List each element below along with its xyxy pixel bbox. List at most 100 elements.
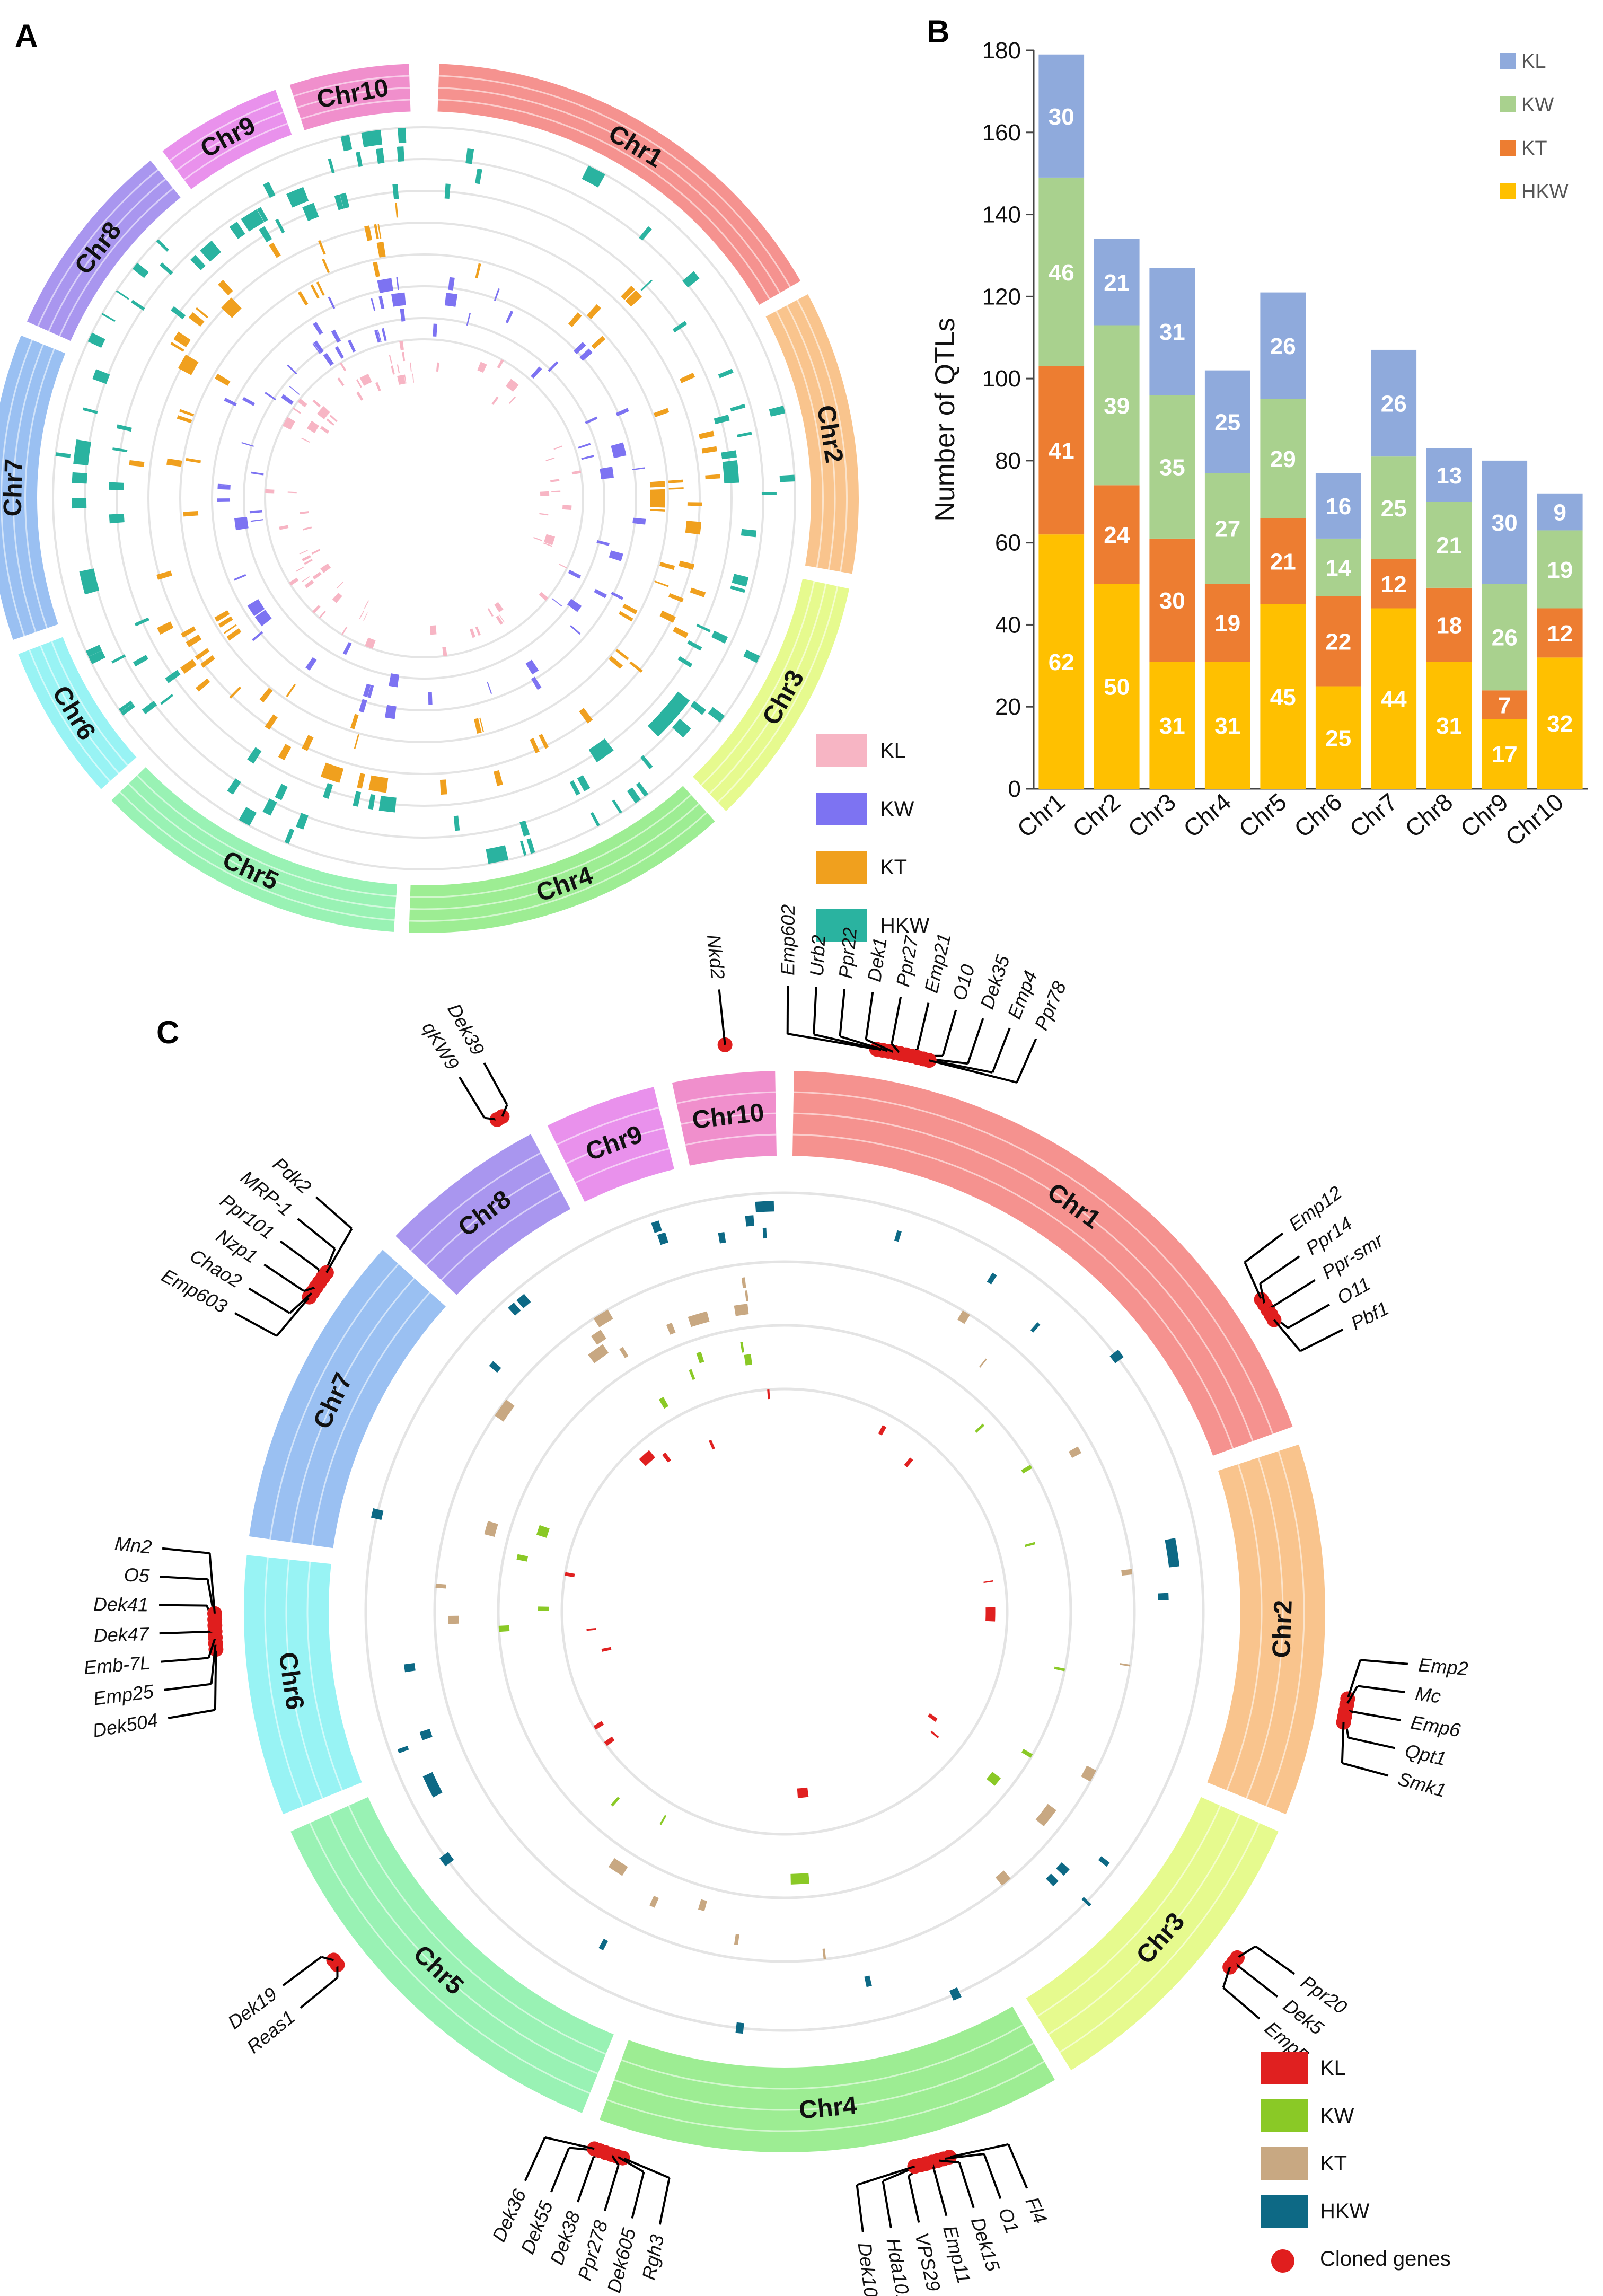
qtl-mark-kl — [399, 340, 404, 350]
gene-leader-line — [325, 1228, 353, 1273]
gene-leader-line — [1353, 1711, 1401, 1721]
qtl-mark-kt — [494, 770, 503, 786]
chr-band-line — [796, 299, 848, 572]
bar-kw-chr3 — [1149, 395, 1195, 539]
qtl-mark-kl — [410, 362, 412, 372]
qtl-mark-hkw — [598, 1939, 609, 1951]
qtl-mark-hkw — [328, 158, 335, 174]
qtl-mark-kw — [374, 330, 381, 343]
qtl-mark-hkw — [88, 650, 105, 664]
qtl-mark-kl — [494, 602, 504, 613]
legend-c-label: KL — [1320, 2056, 1346, 2080]
qtl-mark-kl — [265, 489, 275, 494]
qtl-mark-kt — [350, 714, 359, 729]
chr-band-line — [306, 1561, 343, 1791]
qtl-mark-hkw — [323, 783, 333, 799]
bar-value-label: 21 — [1270, 549, 1296, 575]
qtl-mark-kt — [734, 1934, 739, 1945]
qtl-mark-kw — [487, 681, 492, 694]
panel-b-bar-chart: 0 20 40 60 80 100 120 140 160 180 Number of QTLs 62… — [930, 38, 1588, 851]
qtl-mark-kl — [558, 564, 568, 569]
qtl-mark-kl — [562, 505, 572, 511]
qtl-mark-kt — [200, 655, 215, 668]
qtl-mark-hkw — [259, 226, 272, 243]
qtl-mark-hkw — [486, 845, 509, 864]
qtl-mark-kt — [608, 1858, 628, 1876]
gene-leader-line — [723, 1036, 726, 1045]
qtl-mark-hkw — [109, 482, 124, 490]
qtl-mark-kt — [621, 286, 636, 300]
qtl-mark-kt — [448, 1615, 459, 1624]
chr-band-line — [176, 111, 284, 171]
qtl-mark-hkw — [519, 820, 530, 837]
qtl-mark-kw — [611, 1797, 620, 1807]
qtl-mark-kw — [567, 599, 582, 612]
qtl-mark-kl — [662, 1452, 671, 1463]
qtl-mark-kw — [696, 1351, 704, 1363]
qtl-mark-kl — [332, 593, 342, 603]
qtl-mark-kt — [1068, 1446, 1082, 1458]
qtl-mark-kt — [439, 779, 447, 795]
chr-band-line — [59, 188, 174, 337]
qtl-mark-hkw — [83, 407, 98, 414]
gene-leader-line — [1255, 1945, 1296, 1975]
qtl-mark-kl — [306, 420, 320, 433]
qtl-mark-kt — [435, 1584, 447, 1589]
gene-leader-line — [276, 1296, 311, 1337]
chr-band-chr6 — [244, 1555, 362, 1815]
qtl-mark-kl — [469, 628, 476, 638]
gene-leader-line — [297, 1218, 336, 1250]
bar-value-label: 39 — [1104, 393, 1130, 419]
bar-kw-chr5 — [1260, 399, 1306, 518]
qtl-mark-hkw — [116, 424, 132, 432]
gene-leader-line — [813, 1033, 883, 1051]
qtl-mark-kt — [659, 562, 675, 570]
bar-kt-chr10 — [1537, 608, 1583, 658]
chr-band-chr3 — [1026, 1797, 1279, 2071]
qtl-mark-kl — [302, 526, 312, 531]
qtl-mark-hkw — [398, 127, 407, 143]
qtl-mark-kw — [381, 328, 387, 341]
qtl-mark-kl — [505, 379, 519, 392]
qtl-mark-kt — [181, 626, 196, 638]
chr-band-line — [12, 344, 44, 632]
qtl-mark-hkw — [465, 148, 474, 164]
gene-label: Mn2 — [113, 1533, 153, 1558]
qtl-mark-kl — [550, 479, 560, 482]
chr-band-chr4 — [409, 786, 715, 933]
qtl-mark-hkw — [89, 332, 105, 345]
qtl-mark-hkw — [200, 240, 222, 262]
qtl-mark-hkw — [392, 184, 399, 199]
qtl-mark-hkw — [651, 1220, 662, 1233]
qtl-mark-kt — [615, 649, 629, 661]
qtl-mark-kl — [320, 563, 331, 573]
qtl-mark-kt — [685, 521, 702, 535]
gene-leader-line — [1222, 1986, 1261, 2020]
gene-label: Emb-7L — [83, 1651, 152, 1678]
gene-label: Fl4 — [1021, 2194, 1052, 2227]
qtl-mark-kw — [328, 296, 336, 309]
qtl-mark-kt — [371, 776, 389, 793]
qtl-mark-kw — [538, 1606, 549, 1611]
bar-kw-chr4 — [1204, 473, 1250, 584]
bar-hkw-chr5 — [1260, 604, 1306, 789]
qtl-mark-hkw — [516, 1294, 531, 1308]
chr-band-line — [575, 1148, 670, 1184]
gene-label: Emp6 — [1409, 1711, 1463, 1741]
qtl-mark-hkw — [171, 306, 186, 320]
qtl-mark-kl — [302, 576, 310, 582]
bar-kt-chr1 — [1038, 366, 1085, 535]
gene-leader-line — [577, 2157, 595, 2203]
bar-value-label: 31 — [1214, 713, 1240, 739]
qtl-mark-kl — [312, 399, 321, 408]
qtl-mark-hkw — [142, 700, 157, 715]
chr-band-line — [410, 794, 692, 898]
gene-leader-line — [162, 1547, 210, 1554]
qtl-mark-kw — [217, 483, 231, 486]
qtl-mark-kl — [586, 1628, 596, 1631]
bar-value-label: 25 — [1325, 725, 1351, 751]
qtl-mark-hkw — [639, 226, 652, 241]
gene-leader-line — [916, 1002, 930, 1050]
qtl-mark-kt — [587, 304, 602, 320]
